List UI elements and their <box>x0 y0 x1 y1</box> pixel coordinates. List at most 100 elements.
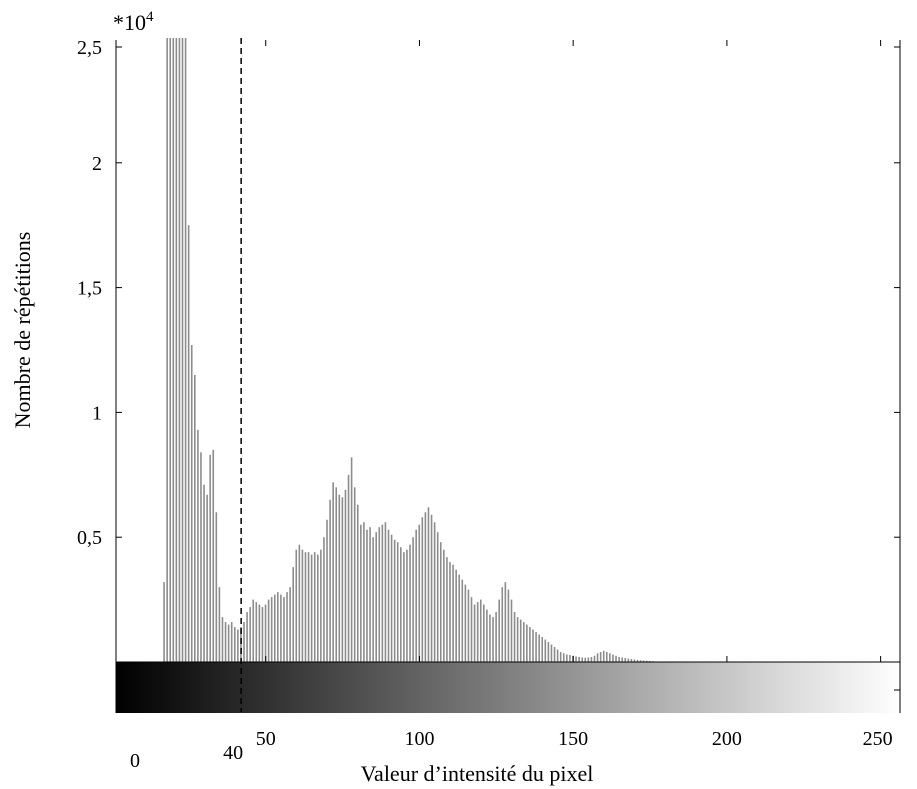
histogram-bar <box>363 522 365 662</box>
y-tick-label: 0,5 <box>77 527 102 549</box>
histogram-bar <box>172 38 175 662</box>
histogram-bar <box>495 612 497 662</box>
histogram-bar <box>590 657 593 662</box>
histogram-bar <box>642 660 645 662</box>
histogram-bar <box>400 547 402 662</box>
histogram-bar <box>221 617 224 662</box>
histogram-bar <box>489 614 491 662</box>
histogram-bar <box>467 589 470 662</box>
histogram-bar <box>602 650 605 662</box>
histogram-bar <box>507 589 510 662</box>
y-multiplier-exponent: 4 <box>146 9 154 25</box>
histogram-bar <box>273 594 276 662</box>
histogram-bar <box>187 225 190 662</box>
histogram-bar <box>197 429 199 662</box>
histogram-bar <box>366 529 368 662</box>
histogram-bar <box>396 542 399 662</box>
histogram-bar <box>206 494 208 662</box>
histogram-bar <box>230 622 233 662</box>
histogram-bar <box>264 604 267 662</box>
histogram-bar <box>212 449 215 662</box>
x-tick-label: 50 <box>256 728 276 750</box>
histogram-bar <box>516 617 519 662</box>
histogram-bar <box>479 599 482 662</box>
x-tick-label: 150 <box>558 728 588 750</box>
histogram-bar <box>578 657 580 662</box>
histogram-bar <box>627 658 630 662</box>
histogram-bar <box>544 639 547 662</box>
histogram-bar <box>387 529 390 662</box>
histogram-bar <box>233 627 236 662</box>
histogram-bar <box>194 374 196 662</box>
histogram-bar <box>203 484 205 662</box>
histogram-bar <box>218 587 221 662</box>
x-tick-label: 0 <box>130 750 140 772</box>
histogram-bar <box>553 647 556 662</box>
histogram-bars <box>163 38 670 663</box>
axis-ticks <box>116 40 900 662</box>
histogram-bar <box>639 660 642 662</box>
histogram-bar <box>344 489 347 662</box>
histogram-bar <box>449 562 451 662</box>
histogram-bar <box>609 653 611 662</box>
histogram-bar <box>255 602 258 662</box>
histogram-bar <box>575 656 577 662</box>
histogram-bar <box>476 602 479 662</box>
histogram-bar <box>372 537 374 662</box>
histogram-bar <box>320 549 322 662</box>
threshold-label: 40 <box>223 742 243 764</box>
histogram-bar <box>584 657 587 662</box>
histogram-bar <box>529 627 531 662</box>
histogram-bar <box>630 659 633 662</box>
histogram-bar <box>436 532 439 662</box>
histogram-bar <box>645 660 648 662</box>
histogram-bar <box>569 655 571 662</box>
x-axis-label: Valeur d’intensité du pixel <box>361 761 594 786</box>
histogram-bar <box>618 657 620 662</box>
histogram-bar <box>458 574 461 662</box>
histogram-bar <box>246 612 248 662</box>
histogram-bar <box>612 654 614 662</box>
histogram-bar <box>175 38 178 662</box>
histogram-bar <box>498 599 500 662</box>
axes-frame <box>115 40 901 713</box>
histogram-bar <box>522 622 525 662</box>
histogram-bar <box>316 554 319 662</box>
histogram-bar <box>283 597 285 662</box>
axis-tick-labels: 0 50 100 150 200 250 0,5 1 1,5 2 2,5 <box>77 37 893 772</box>
y-tick-label: 1 <box>92 402 102 424</box>
histogram-bar <box>224 622 227 662</box>
histogram-bar <box>249 607 251 662</box>
histogram-bar <box>606 652 608 662</box>
histogram-bar <box>513 612 516 662</box>
histogram-bar <box>556 649 559 662</box>
histogram-bar <box>313 552 316 662</box>
histogram-bar <box>621 657 623 662</box>
histogram-bar <box>421 517 424 662</box>
histogram-bar <box>169 38 172 662</box>
histogram-bar <box>418 524 421 662</box>
histogram-bar <box>415 529 417 662</box>
histogram-bar <box>289 587 291 662</box>
histogram-bar <box>526 624 528 662</box>
histogram-bar <box>369 527 371 662</box>
histogram-bar <box>486 609 488 662</box>
histogram-bar <box>470 597 473 662</box>
histogram-bar <box>304 552 307 662</box>
histogram-bar <box>356 504 359 662</box>
histogram-bar <box>532 629 534 662</box>
histogram-bar <box>406 549 408 662</box>
histogram-bar <box>412 537 414 662</box>
histogram-bar <box>483 604 485 662</box>
histogram-bar <box>393 539 396 662</box>
y-tick-label: 1,5 <box>77 278 102 300</box>
histogram-bar <box>624 658 627 662</box>
histogram-bar <box>163 582 165 662</box>
histogram-bar <box>510 599 513 662</box>
histogram-bar <box>473 604 476 662</box>
histogram-bar <box>258 604 261 662</box>
histogram-bar <box>347 474 350 662</box>
histogram-bar <box>332 482 334 662</box>
histogram-bar <box>286 592 288 662</box>
